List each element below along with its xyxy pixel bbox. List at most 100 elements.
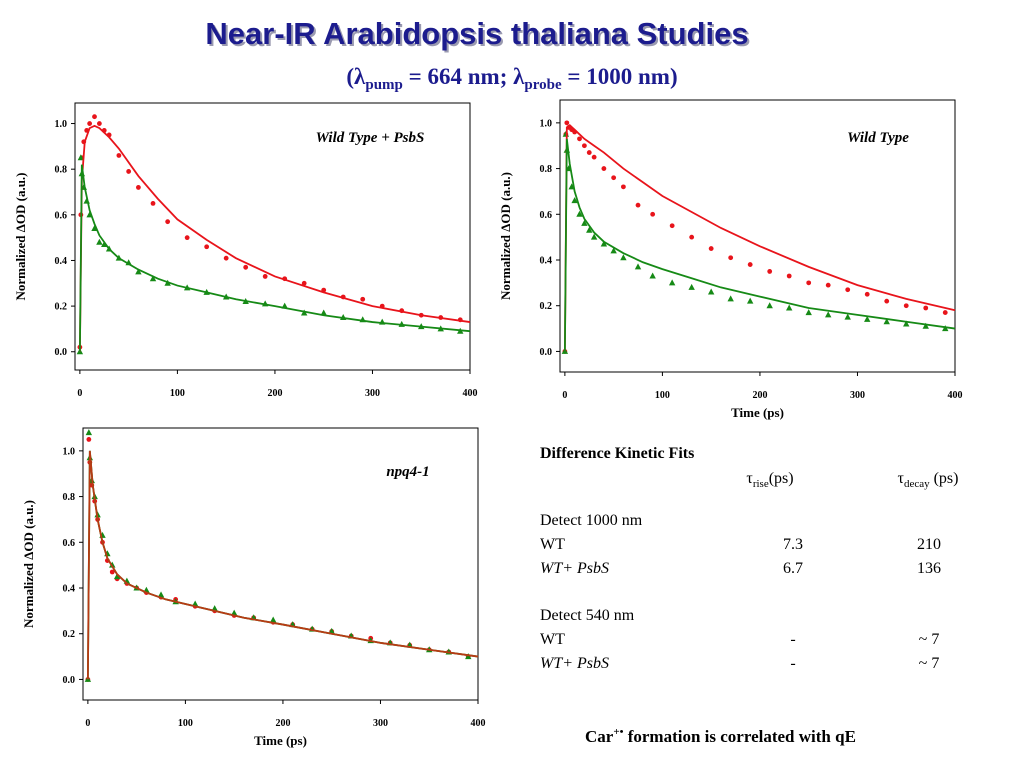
x-tick-label: 400 xyxy=(948,390,963,401)
marker xyxy=(204,244,210,250)
marker xyxy=(328,627,335,634)
y-tick-label: 0.2 xyxy=(55,302,68,313)
group-label: Detect 1000 nm xyxy=(540,512,643,529)
x-tick-label: 0 xyxy=(77,388,82,399)
chart: 0.0 0.2 0.4 0.6 0.8 1.0 0 100 200 300 400 Normalize… xyxy=(498,99,963,420)
marker xyxy=(746,297,754,304)
marker xyxy=(184,235,190,241)
annotation: npq4-1 xyxy=(386,464,429,480)
y-tick-label: 0.0 xyxy=(540,347,553,358)
subtitle-part: = 1000 nm) xyxy=(562,64,678,89)
marker xyxy=(728,255,734,261)
marker xyxy=(922,322,929,329)
marker xyxy=(689,234,695,240)
y-tick-label: 0.6 xyxy=(540,210,553,221)
marker xyxy=(767,269,773,274)
x-tick-label: 300 xyxy=(365,388,380,399)
chart: 0.0 0.2 0.4 0.6 0.8 1.0 0 100 200 300 400 Normalize… xyxy=(13,102,478,399)
marker xyxy=(581,219,588,226)
marker xyxy=(669,223,675,229)
y-tick-label: 0.2 xyxy=(540,301,553,312)
marker xyxy=(590,233,598,240)
marker xyxy=(923,305,929,311)
marker xyxy=(942,310,948,315)
rise-value: - xyxy=(790,655,795,672)
y-tick-label: 0.6 xyxy=(63,538,76,549)
marker xyxy=(360,296,366,302)
footer-part: Car xyxy=(585,727,614,746)
fit-line xyxy=(86,450,479,680)
marker xyxy=(92,114,97,120)
marker xyxy=(668,279,676,286)
x-axis-label: Time (ps) xyxy=(731,405,784,420)
fit-table: Difference Kinetic Fits τrise(ps) τdecay… xyxy=(540,445,958,490)
marker xyxy=(150,201,156,206)
marker xyxy=(135,185,141,190)
y-tick-label: 0.6 xyxy=(55,210,68,221)
marker xyxy=(77,154,85,161)
marker xyxy=(586,226,593,233)
y-tick-label: 1.0 xyxy=(540,118,553,129)
y-tick-label: 1.0 xyxy=(55,119,68,130)
marker xyxy=(165,219,171,225)
y-tick-label: 0.0 xyxy=(63,675,76,686)
x-tick-label: 200 xyxy=(752,390,767,401)
fit-line xyxy=(78,164,471,352)
marker xyxy=(223,255,229,261)
annotation: Wild Type xyxy=(847,130,909,146)
marker xyxy=(903,320,910,327)
header-unit: (ps) xyxy=(769,470,794,487)
marker xyxy=(708,246,714,251)
marker xyxy=(649,272,656,279)
group-label: Detect 540 nm xyxy=(540,607,635,624)
y-tick-label: 0.2 xyxy=(63,629,76,640)
marker xyxy=(243,264,249,270)
marker xyxy=(86,437,92,442)
marker xyxy=(591,154,597,160)
x-tick-label: 300 xyxy=(373,718,388,729)
x-tick-label: 200 xyxy=(275,718,290,729)
x-tick-label: 400 xyxy=(463,388,478,399)
marker xyxy=(884,298,890,304)
marker xyxy=(600,240,608,247)
marker xyxy=(571,197,578,204)
rise-value: - xyxy=(790,631,795,648)
marker xyxy=(262,274,268,279)
header-unit: (ps) xyxy=(930,470,959,487)
subtitle-sub: probe xyxy=(524,77,562,93)
fit-line xyxy=(563,123,956,352)
x-tick-label: 100 xyxy=(170,388,185,399)
plot-frame xyxy=(559,99,956,373)
x-tick-label: 400 xyxy=(471,718,486,729)
table-header: τdecay (ps) xyxy=(898,470,959,490)
y-tick-label: 0.4 xyxy=(63,584,76,595)
x-axis-label: Time (ps) xyxy=(254,733,307,748)
row-label: WT xyxy=(540,631,565,648)
header-symbol: τ xyxy=(746,470,753,487)
x-tick-label: 200 xyxy=(267,388,282,399)
marker xyxy=(620,184,626,190)
marker xyxy=(688,283,695,290)
marker xyxy=(611,175,617,181)
header-sub: rise xyxy=(753,478,769,490)
fit-line xyxy=(86,450,479,680)
marker xyxy=(85,429,93,436)
table-header: τrise(ps) xyxy=(746,470,793,490)
marker xyxy=(806,280,812,286)
marker xyxy=(157,591,165,598)
x-tick-label: 300 xyxy=(850,390,865,401)
x-tick-label: 100 xyxy=(178,718,193,729)
marker xyxy=(635,202,641,208)
header-symbol: τ xyxy=(898,470,905,487)
y-tick-label: 0.8 xyxy=(63,492,76,503)
footer-part: formation is correlated with qE xyxy=(623,727,855,746)
marker xyxy=(577,136,582,142)
y-axis-label: Normalized ΔOD (a.u.) xyxy=(13,172,28,300)
marker xyxy=(785,304,793,311)
marker xyxy=(864,315,871,322)
header-sub: decay xyxy=(904,478,930,490)
marker xyxy=(96,121,102,126)
marker xyxy=(109,569,115,575)
y-tick-label: 0.0 xyxy=(55,347,68,358)
